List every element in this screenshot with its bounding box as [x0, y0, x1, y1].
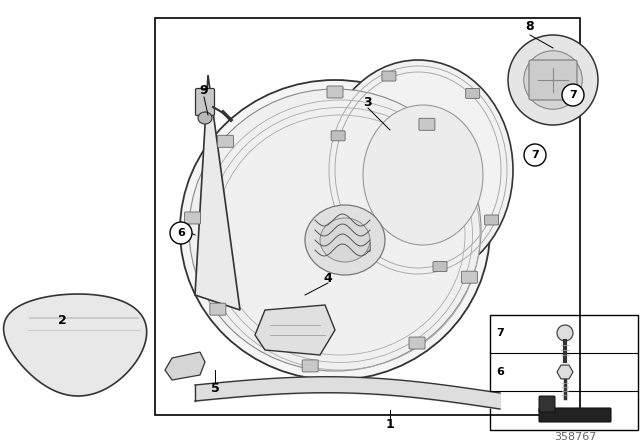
Text: 358767: 358767 [554, 432, 596, 442]
Text: 7: 7 [531, 150, 539, 160]
Text: 7: 7 [569, 90, 577, 100]
FancyBboxPatch shape [302, 360, 318, 372]
FancyBboxPatch shape [466, 88, 479, 99]
Ellipse shape [557, 325, 573, 341]
FancyBboxPatch shape [210, 303, 226, 315]
FancyBboxPatch shape [484, 215, 499, 225]
Ellipse shape [363, 105, 483, 245]
FancyBboxPatch shape [409, 337, 425, 349]
FancyBboxPatch shape [184, 212, 200, 224]
Circle shape [524, 144, 546, 166]
FancyBboxPatch shape [529, 60, 577, 100]
Ellipse shape [320, 218, 370, 262]
FancyBboxPatch shape [327, 86, 343, 98]
FancyBboxPatch shape [356, 241, 371, 252]
Polygon shape [165, 352, 205, 380]
Text: 8: 8 [525, 21, 534, 34]
Circle shape [170, 222, 192, 244]
Text: 4: 4 [324, 271, 332, 284]
FancyBboxPatch shape [382, 71, 396, 81]
Polygon shape [4, 294, 147, 396]
Text: 6: 6 [496, 367, 504, 377]
Ellipse shape [323, 60, 513, 280]
Polygon shape [255, 305, 335, 355]
FancyBboxPatch shape [539, 396, 555, 412]
Ellipse shape [198, 112, 212, 124]
FancyBboxPatch shape [331, 131, 345, 141]
Ellipse shape [508, 35, 598, 125]
Ellipse shape [189, 89, 481, 371]
Ellipse shape [524, 51, 582, 109]
Text: 2: 2 [58, 314, 67, 327]
FancyBboxPatch shape [195, 89, 214, 116]
Circle shape [562, 84, 584, 106]
FancyBboxPatch shape [218, 135, 234, 147]
Text: 7: 7 [496, 328, 504, 338]
Text: 6: 6 [177, 228, 185, 238]
Text: 1: 1 [386, 418, 394, 431]
FancyBboxPatch shape [419, 118, 435, 130]
Ellipse shape [180, 80, 490, 380]
FancyBboxPatch shape [539, 408, 611, 422]
Text: 9: 9 [200, 83, 208, 96]
Bar [155, 18, 580, 415]
Text: 5: 5 [211, 382, 220, 395]
Ellipse shape [305, 205, 385, 275]
FancyBboxPatch shape [461, 271, 477, 283]
Polygon shape [195, 75, 240, 310]
FancyBboxPatch shape [433, 262, 447, 271]
Text: 3: 3 [364, 96, 372, 109]
Bar [490, 315, 638, 430]
